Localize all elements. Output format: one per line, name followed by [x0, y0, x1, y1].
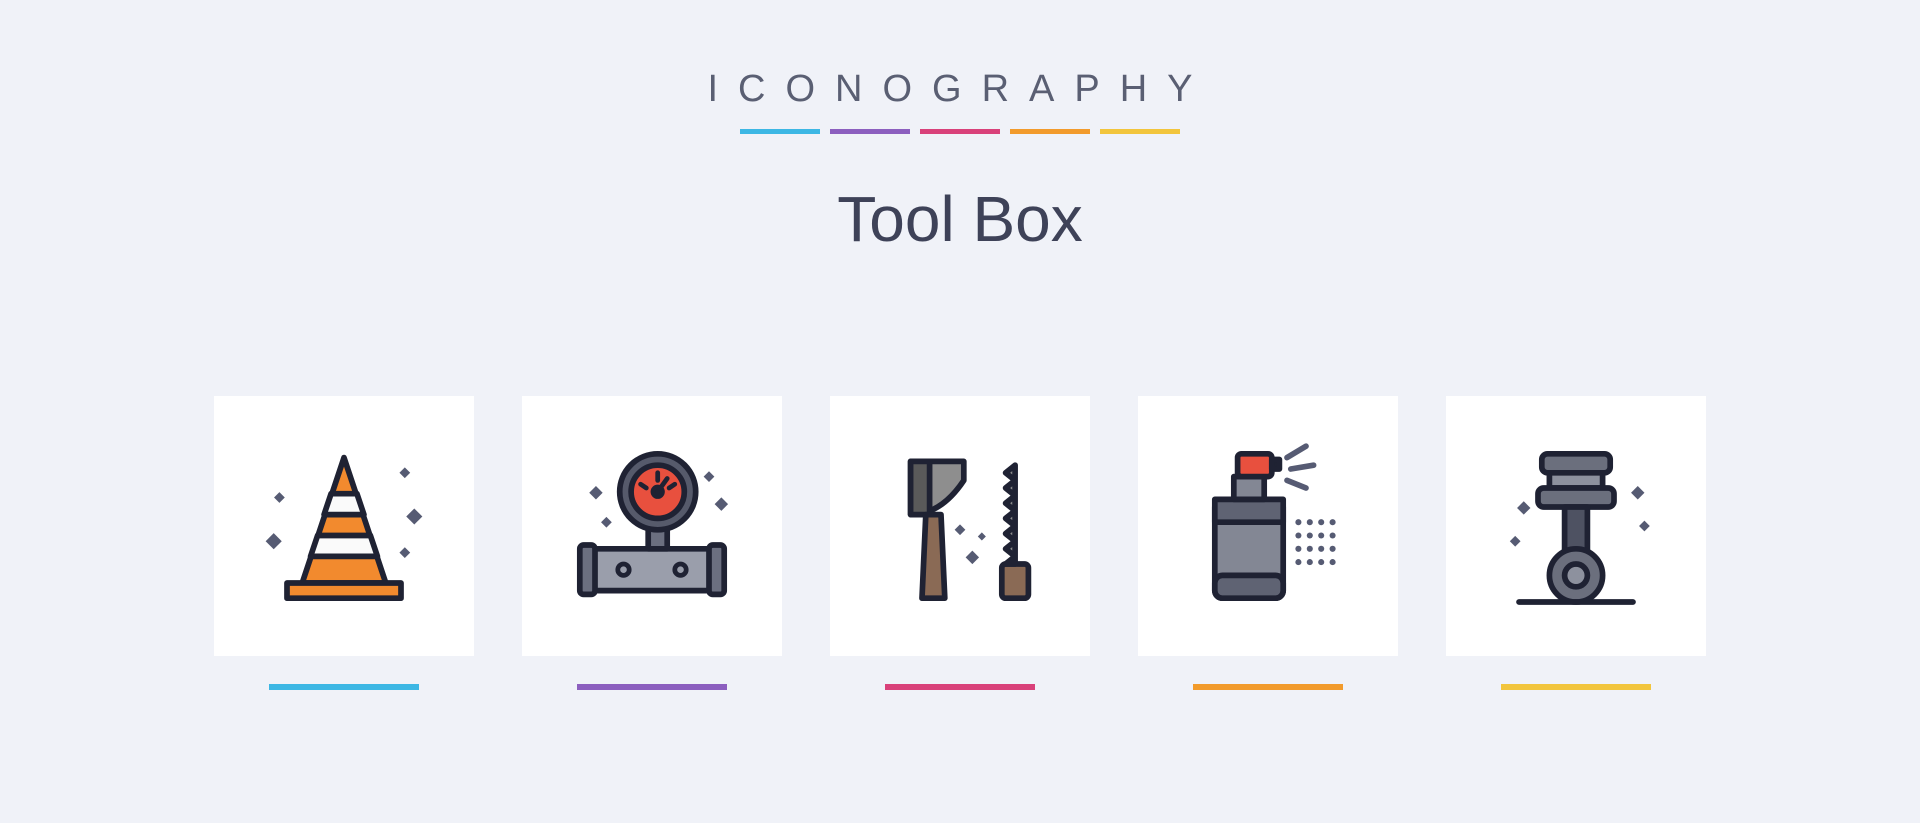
icon-cell-piston: [1446, 396, 1706, 690]
axe-saw-icon: [865, 431, 1055, 621]
brand-underline-1: [740, 129, 820, 134]
icon-card: [1138, 396, 1398, 656]
traffic-cone-icon: [249, 431, 439, 621]
icon-underline: [1193, 684, 1343, 690]
icon-underline: [269, 684, 419, 690]
pressure-gauge-icon: [557, 431, 747, 621]
header: ICONOGRAPHY Tool Box: [0, 0, 1920, 256]
spray-can-icon: [1173, 431, 1363, 621]
brand-underline-4: [1010, 129, 1090, 134]
brand-underlines: [0, 129, 1920, 134]
icons-row: [0, 396, 1920, 690]
icon-underline: [1501, 684, 1651, 690]
icon-cell-spray-can: [1138, 396, 1398, 690]
page-title: Tool Box: [0, 182, 1920, 256]
icon-card: [522, 396, 782, 656]
icon-cell-axe-and-saw: [830, 396, 1090, 690]
icon-card: [830, 396, 1090, 656]
icon-card: [214, 396, 474, 656]
icon-cell-traffic-cone: [214, 396, 474, 690]
brand-underline-2: [830, 129, 910, 134]
icon-underline: [885, 684, 1035, 690]
icon-underline: [577, 684, 727, 690]
brand-underline-5: [1100, 129, 1180, 134]
brand-underline-3: [920, 129, 1000, 134]
piston-icon: [1481, 431, 1671, 621]
icon-card: [1446, 396, 1706, 656]
brand-label: ICONOGRAPHY: [0, 68, 1920, 111]
icon-cell-pressure-gauge: [522, 396, 782, 690]
